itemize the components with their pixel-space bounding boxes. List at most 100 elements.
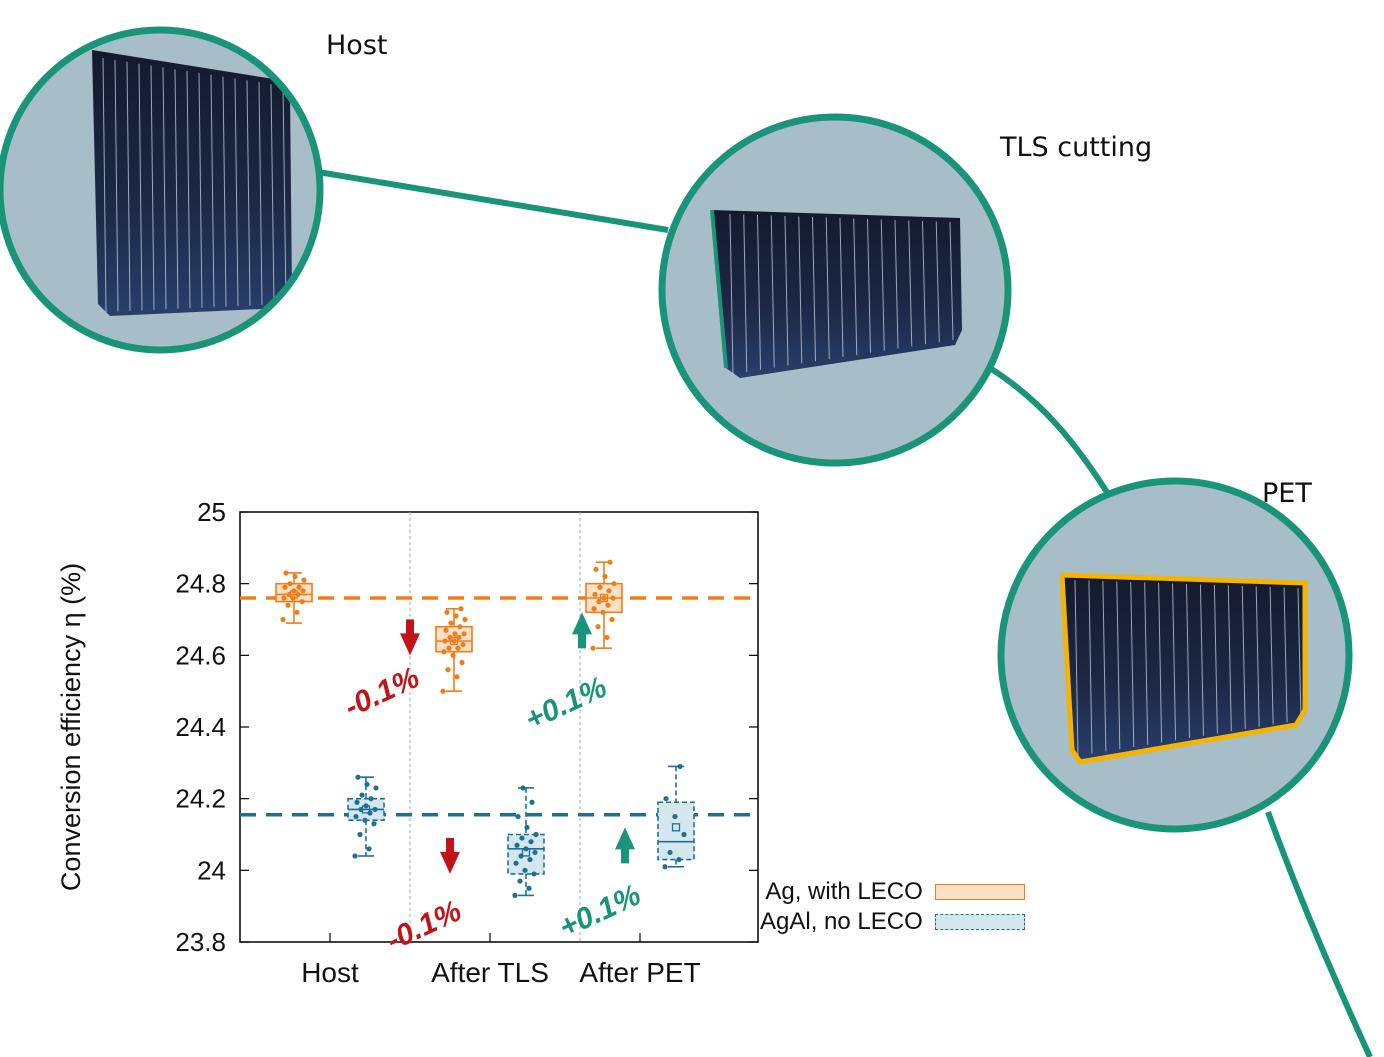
cell-finger-line [1297,587,1302,721]
data-point [445,667,451,673]
data-point [512,892,518,899]
tls-cell-image [710,209,962,378]
y-axis-label: Conversion efficiency η (%) [56,563,86,891]
cell-finger-line [922,220,926,345]
cell-finger-line [839,217,844,358]
arrow-down-ag [400,619,420,656]
cell-finger-line [258,82,263,306]
x-tick-label: After TLS [431,957,549,988]
host-stage-circle [0,26,324,354]
data-point [295,591,301,598]
data-point [286,591,292,598]
data-point [602,573,608,580]
data-point [527,856,533,863]
connector-tls-pet [988,365,1118,507]
y-tick-label: 25 [197,497,226,527]
data-point [368,796,374,802]
y-tick-label: 24.8 [175,569,226,599]
data-point [601,595,607,601]
cell-finger-line [246,80,251,306]
cell-finger-line [1172,583,1177,741]
data-point [444,609,450,615]
cell-finger-line [908,220,913,347]
x-tick-label: Host [301,957,359,988]
cell-finger-line [1116,581,1121,750]
cell-finger-line [1074,579,1079,757]
data-point [301,577,307,583]
data-point [454,674,460,680]
data-point [372,806,378,813]
box-mean-marker [449,636,459,646]
cell-finger-line [1199,584,1204,736]
data-point [605,602,611,608]
legend-swatch-ag [934,884,1025,900]
cell-finger-line [935,221,940,343]
data-point [458,606,464,612]
data-point [532,849,538,856]
cell-finger-line [186,71,191,309]
data-point [362,817,368,823]
data-point [451,638,457,644]
x-tick-label: After PET [579,957,700,988]
data-point [366,846,372,852]
cell-finger-line [770,215,775,368]
data-point [606,588,612,594]
cell-finger-line [867,218,871,353]
data-point [357,831,363,838]
stage-label-tls: TLS cutting [1000,132,1153,163]
data-point [353,813,359,820]
data-point [281,595,287,601]
legend-entry-ag: Ag, with LECO [760,877,1025,907]
cell-finger-line [138,63,143,311]
data-point [285,602,291,608]
data-point [299,598,305,605]
cell-finger-line [102,57,107,313]
data-point [520,785,526,791]
data-point [446,645,452,651]
data-point [517,878,523,884]
data-point [294,609,300,615]
data-point [672,813,678,820]
cell-finger-line [949,221,954,341]
data-point [523,846,529,852]
data-point [607,559,613,565]
data-point [292,573,298,580]
data-point [452,631,458,637]
data-point [533,831,539,838]
stage-label-host: Host [326,30,388,61]
data-point [611,581,617,587]
data-point [453,613,459,619]
cell-finger-line [1130,581,1135,748]
cell-finger-line [162,67,167,310]
data-point [442,638,448,644]
data-point [296,584,302,590]
data-point [290,595,296,601]
data-point [592,591,598,598]
data-point [518,853,524,859]
data-point [359,792,365,798]
data-point [455,645,461,651]
data-point [462,616,468,623]
cell-finger-line [853,218,858,355]
y-tick-label: 24.6 [175,640,226,670]
data-point [663,796,669,802]
data-point [459,659,465,666]
stage-label-pet: PET [1262,478,1312,509]
data-point [367,810,373,816]
cell-finger-line [126,61,131,311]
cell-finger-line [1283,587,1288,723]
y-tick-label: 24 [197,855,226,885]
cell-finger-line [743,214,748,372]
cell-finger-line [894,219,899,349]
data-point [526,885,532,891]
cell-finger-line [210,74,215,308]
cell-finger-line [174,69,179,309]
y-tick-label: 23.8 [175,927,226,957]
data-point [596,598,602,605]
cell-finger-line [1213,584,1218,734]
box-mean-marker [671,823,681,832]
data-point [662,864,668,870]
data-point [513,860,519,866]
data-point [676,856,682,863]
